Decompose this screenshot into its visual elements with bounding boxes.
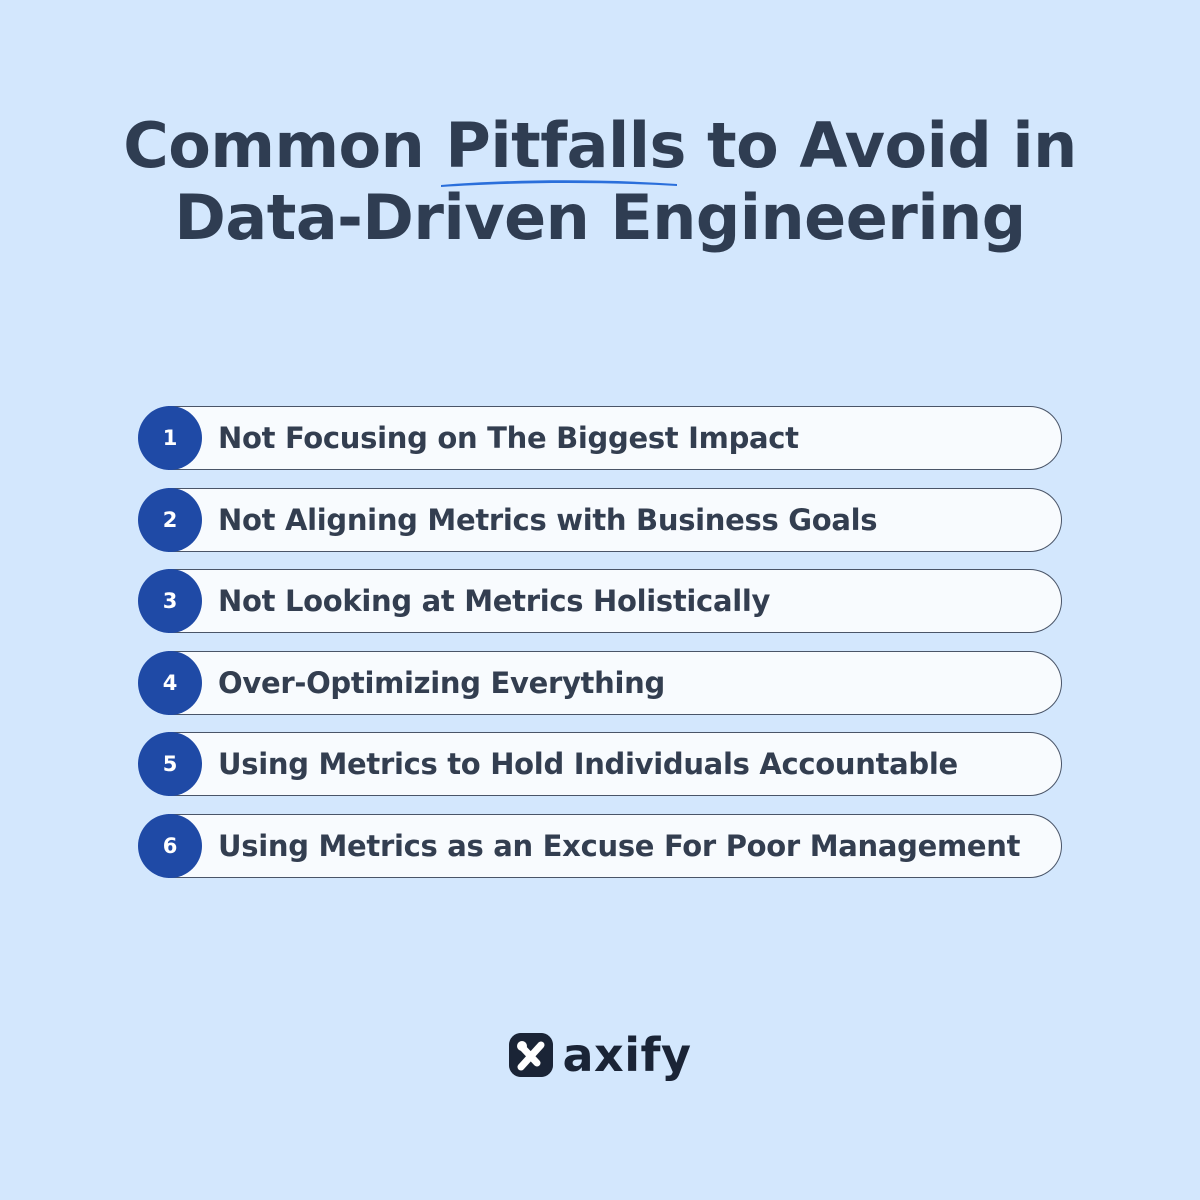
item-label: Not Focusing on The Biggest Impact <box>218 421 799 455</box>
pitfalls-list: 1 Not Focusing on The Biggest Impact 2 N… <box>138 406 1062 895</box>
title-highlight: Pitfalls <box>441 109 686 187</box>
list-item: 4 Over-Optimizing Everything <box>138 650 1062 715</box>
title-line-2: Data-Driven Engineering <box>174 181 1026 254</box>
item-label: Not Aligning Metrics with Business Goals <box>218 502 878 537</box>
title-text-part2: to Avoid in <box>685 109 1077 182</box>
item-pill <box>168 813 1062 878</box>
item-label: Over-Optimizing Everything <box>218 665 665 700</box>
brand-logo: axify <box>0 1030 1200 1080</box>
item-pill <box>168 732 1062 796</box>
title-highlight-text: Pitfalls <box>445 109 686 182</box>
list-item: 5 Using Metrics to Hold Individuals Acco… <box>138 732 1062 796</box>
title-text-part1: Common <box>123 109 446 182</box>
axify-x-logo-icon <box>508 1033 553 1077</box>
item-pill <box>168 569 1062 633</box>
item-pill <box>168 650 1062 715</box>
title-line-1: Common Pitfalls to Avoid in <box>0 109 1200 187</box>
number-badge: 6 <box>138 813 202 878</box>
number-badge: 5 <box>138 732 202 796</box>
number-badge: 2 <box>138 487 202 552</box>
item-label: Using Metrics as an Excuse For Poor Mana… <box>218 828 1021 863</box>
number-badge: 1 <box>138 406 202 470</box>
item-pill <box>168 487 1062 552</box>
page-title: Common Pitfalls to Avoid in Data-Driven … <box>0 110 1200 254</box>
brand-name: axify <box>562 1028 692 1082</box>
item-label: Not Looking at Metrics Holistically <box>218 584 771 618</box>
item-label: Using Metrics to Hold Individuals Accoun… <box>218 747 958 781</box>
item-pill <box>168 406 1062 470</box>
list-item: 2 Not Aligning Metrics with Business Goa… <box>138 487 1062 552</box>
list-item: 1 Not Focusing on The Biggest Impact <box>138 406 1062 470</box>
brush-underline-icon <box>441 180 678 187</box>
number-badge: 4 <box>138 650 202 715</box>
number-badge: 3 <box>138 569 202 633</box>
list-item: 6 Using Metrics as an Excuse For Poor Ma… <box>138 813 1062 878</box>
list-item: 3 Not Looking at Metrics Holistically <box>138 569 1062 633</box>
